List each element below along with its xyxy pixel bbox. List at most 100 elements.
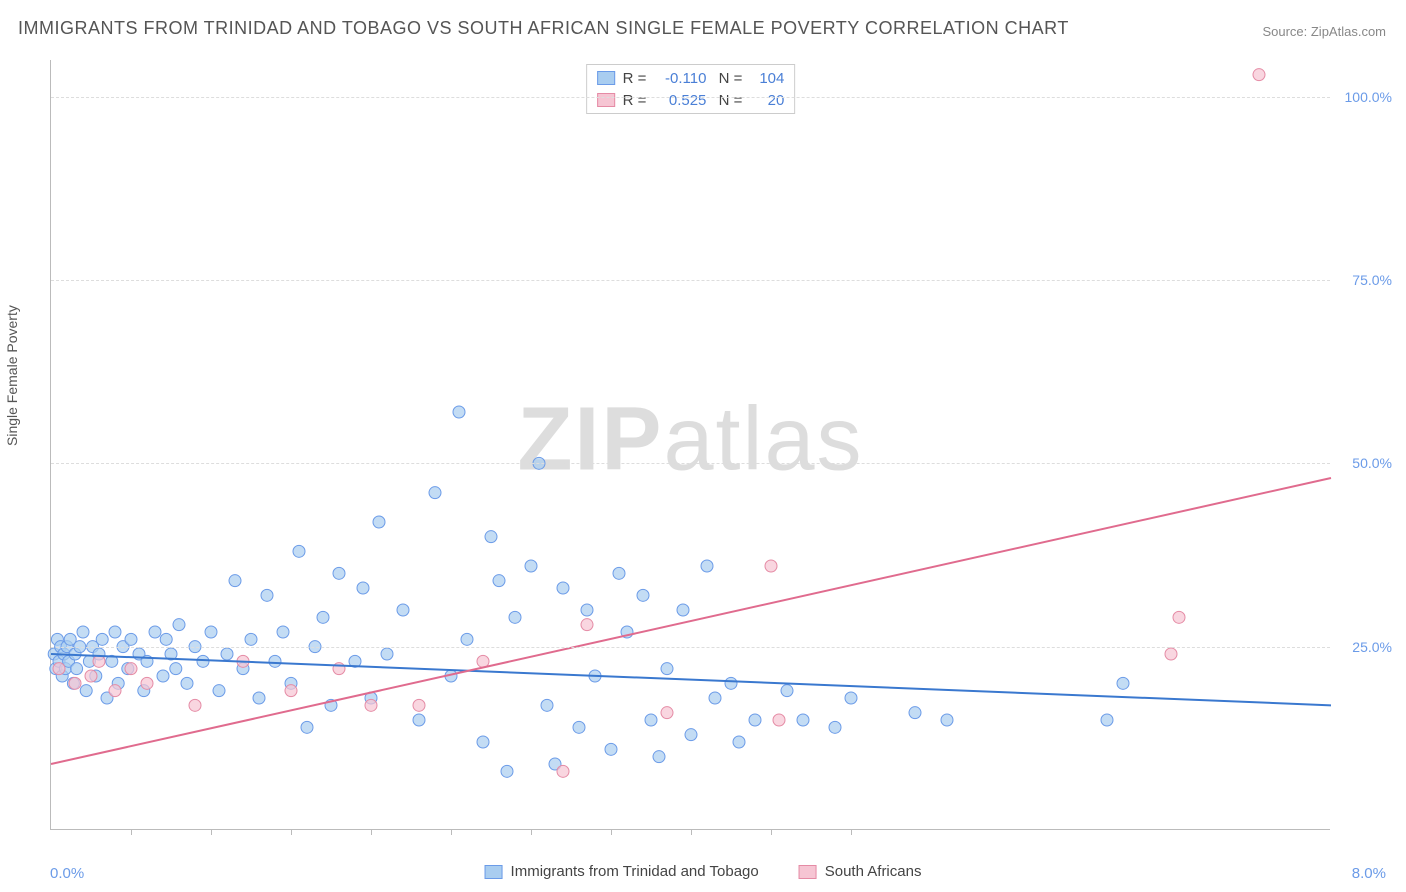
data-point [661, 707, 673, 719]
data-point [1117, 677, 1129, 689]
data-point [69, 677, 81, 689]
data-point [205, 626, 217, 638]
data-point [170, 663, 182, 675]
data-point [189, 699, 201, 711]
data-point [413, 714, 425, 726]
y-tick-label: 25.0% [1352, 639, 1392, 655]
data-point [1165, 648, 1177, 660]
data-point [157, 670, 169, 682]
plot-area: ZIPatlas R = -0.110 N = 104 R = 0.525 N … [50, 60, 1330, 830]
data-point [461, 633, 473, 645]
data-point [373, 516, 385, 528]
data-point [71, 663, 83, 675]
x-axis-min-label: 0.0% [50, 865, 84, 882]
data-point [677, 604, 689, 616]
data-point [685, 729, 697, 741]
gridline [51, 463, 1330, 464]
plot-svg [51, 60, 1330, 829]
data-point [53, 663, 65, 675]
data-point [1101, 714, 1113, 726]
data-point [613, 567, 625, 579]
data-point [109, 685, 121, 697]
data-point [453, 406, 465, 418]
series-legend: Immigrants from Trinidad and Tobago Sout… [485, 863, 922, 880]
data-point [557, 582, 569, 594]
data-point [637, 589, 649, 601]
data-point [661, 663, 673, 675]
data-point [581, 604, 593, 616]
data-point [301, 721, 313, 733]
data-point [909, 707, 921, 719]
x-tick [771, 829, 772, 835]
gridline [51, 280, 1330, 281]
legend-label-trinidad: Immigrants from Trinidad and Tobago [511, 863, 759, 880]
data-point [85, 670, 97, 682]
data-point [397, 604, 409, 616]
data-point [485, 531, 497, 543]
data-point [829, 721, 841, 733]
data-point [77, 626, 89, 638]
data-point [213, 685, 225, 697]
data-point [501, 765, 513, 777]
legend-label-southafrican: South Africans [825, 863, 922, 880]
data-point [125, 663, 137, 675]
data-point [429, 487, 441, 499]
gridline [51, 97, 1330, 98]
x-axis-max-label: 8.0% [1352, 865, 1386, 882]
data-point [80, 685, 92, 697]
data-point [765, 560, 777, 572]
data-point [493, 575, 505, 587]
data-point [749, 714, 761, 726]
data-point [1253, 69, 1265, 81]
x-tick [291, 829, 292, 835]
chart-title: IMMIGRANTS FROM TRINIDAD AND TOBAGO VS S… [18, 18, 1069, 39]
data-point [645, 714, 657, 726]
y-tick-label: 100.0% [1345, 89, 1392, 105]
x-tick [131, 829, 132, 835]
data-point [333, 567, 345, 579]
x-tick [611, 829, 612, 835]
data-point [317, 611, 329, 623]
x-tick [211, 829, 212, 835]
legend-item-trinidad: Immigrants from Trinidad and Tobago [485, 863, 759, 880]
x-tick [451, 829, 452, 835]
x-tick [371, 829, 372, 835]
source-attribution: Source: ZipAtlas.com [1262, 24, 1386, 39]
data-point [381, 648, 393, 660]
data-point [141, 677, 153, 689]
data-point [605, 743, 617, 755]
data-point [197, 655, 209, 667]
trend-line [51, 478, 1331, 764]
trend-line [51, 654, 1331, 705]
data-point [557, 765, 569, 777]
data-point [253, 692, 265, 704]
data-point [653, 751, 665, 763]
data-point [285, 685, 297, 697]
data-point [181, 677, 193, 689]
data-point [541, 699, 553, 711]
data-point [725, 677, 737, 689]
data-point [221, 648, 233, 660]
data-point [173, 619, 185, 631]
data-point [109, 626, 121, 638]
data-point [413, 699, 425, 711]
data-point [229, 575, 241, 587]
data-point [509, 611, 521, 623]
data-point [125, 633, 137, 645]
legend-swatch-southafrican-icon [799, 865, 817, 879]
data-point [149, 626, 161, 638]
data-point [365, 699, 377, 711]
data-point [357, 582, 369, 594]
x-tick [851, 829, 852, 835]
y-tick-label: 75.0% [1352, 272, 1392, 288]
legend-item-southafrican: South Africans [799, 863, 922, 880]
data-point [96, 633, 108, 645]
data-point [709, 692, 721, 704]
data-point [1173, 611, 1185, 623]
data-point [845, 692, 857, 704]
x-tick [531, 829, 532, 835]
data-point [293, 545, 305, 557]
y-axis-label: Single Female Poverty [4, 305, 20, 446]
data-point [525, 560, 537, 572]
x-tick [691, 829, 692, 835]
